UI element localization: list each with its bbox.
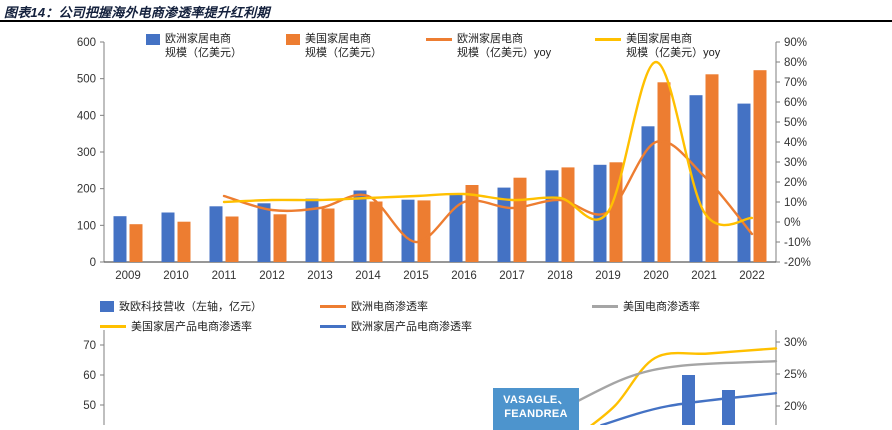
legend-label: 欧洲电商渗透率 <box>351 301 428 313</box>
svg-text:2011: 2011 <box>212 270 237 282</box>
legend-label: 美国家居电商 规模（亿美元）yoy <box>626 33 721 59</box>
chart1-legend-item-0: 欧洲家居电商 规模（亿美元） <box>146 32 242 60</box>
svg-text:2022: 2022 <box>739 270 765 282</box>
chart2-legend-row2: 美国家居产品电商渗透率 欧洲家居产品电商渗透率 <box>0 318 892 336</box>
svg-text:30%: 30% <box>784 157 807 169</box>
svg-text:60%: 60% <box>784 97 807 109</box>
figure-title-bar: 图表14：公司把握海外电商渗透率提升红利期 <box>0 0 892 22</box>
bars <box>113 70 767 262</box>
svg-text:2015: 2015 <box>403 270 429 282</box>
svg-text:0%: 0% <box>784 217 801 229</box>
chart1-legend-item-3: 美国家居电商 规模（亿美元）yoy <box>595 32 720 60</box>
svg-text:2021: 2021 <box>691 270 717 282</box>
svg-text:70%: 70% <box>784 77 807 89</box>
svg-text:600: 600 <box>77 37 96 49</box>
chart1-svg: 0 100 200 300 400 500 600 -20% -10% 0% 10% 20% 30% 40… <box>77 37 811 282</box>
line-marker-icon <box>595 38 622 41</box>
svg-text:60: 60 <box>83 370 96 382</box>
line-marker-icon <box>320 304 346 308</box>
bar-series-1 <box>129 70 767 262</box>
bar-marker-icon <box>100 300 114 312</box>
svg-text:2019: 2019 <box>595 270 621 282</box>
chart-overseas-ecommerce-scale: 欧洲家居电商 规模（亿美元） 美国家居电商 规模（亿美元） 欧洲家居电商 规模（亿美元）y… <box>0 22 892 294</box>
svg-text:2009: 2009 <box>115 270 141 282</box>
penetration-line-1 <box>573 360 778 404</box>
legend-label: 欧洲家居电商 规模（亿美元） <box>165 33 242 59</box>
chart1-legend: 欧洲家居电商 规模（亿美元） 美国家居电商 规模（亿美元） 欧洲家居电商 规模（亿美元）y… <box>146 32 720 60</box>
vasagle-feandrea-annotation: VASAGLE、 FEANDREA <box>493 388 579 430</box>
svg-text:25%: 25% <box>784 369 807 381</box>
chart2-legend-item-1-0: 美国家居产品电商渗透率 <box>100 318 252 334</box>
bar-marker-icon <box>286 34 300 45</box>
svg-text:-10%: -10% <box>784 237 811 249</box>
svg-text:50%: 50% <box>784 117 807 129</box>
svg-text:10%: 10% <box>784 197 807 209</box>
svg-text:300: 300 <box>77 147 96 159</box>
chart2-legend-item-0-1: 欧洲电商渗透率 <box>320 298 428 314</box>
chart1-legend-item-2: 欧洲家居电商 规模（亿美元）yoy <box>426 32 551 60</box>
svg-text:40%: 40% <box>784 137 807 149</box>
line-marker-icon <box>426 38 452 41</box>
bar-series-0 <box>113 95 751 262</box>
svg-text:2018: 2018 <box>547 270 573 282</box>
line-marker-icon <box>320 324 346 328</box>
chart-penetration-rate: 致欧科技营收（左轴，亿元） 欧洲电商渗透率 美国电商渗透率 美国家居产品电商渗透率 欧… <box>0 296 892 430</box>
annotation-line2: FEANDREA <box>504 408 568 420</box>
svg-text:2016: 2016 <box>451 270 477 282</box>
svg-text:0: 0 <box>90 257 96 269</box>
svg-text:90%: 90% <box>784 37 807 49</box>
bar-marker-icon <box>146 34 160 45</box>
svg-text:100: 100 <box>77 220 96 232</box>
legend-label: 美国电商渗透率 <box>623 301 700 313</box>
annotation-line1: VASAGLE、 <box>503 394 569 406</box>
chart2-legend-row1: 致欧科技营收（左轴，亿元） 欧洲电商渗透率 美国电商渗透率 <box>0 298 892 316</box>
chart2-legend-item-0-0: 致欧科技营收（左轴，亿元） <box>100 298 262 314</box>
svg-text:400: 400 <box>77 110 96 122</box>
svg-text:70: 70 <box>83 340 96 352</box>
svg-text:500: 500 <box>77 74 96 86</box>
chart1-legend-item-1: 美国家居电商 规模（亿美元） <box>286 32 382 60</box>
svg-text:2012: 2012 <box>259 270 285 282</box>
svg-text:80%: 80% <box>784 57 807 69</box>
svg-text:30%: 30% <box>784 337 807 349</box>
penetration-line-2 <box>600 392 778 425</box>
legend-label: 欧洲家居产品电商渗透率 <box>351 321 472 333</box>
line-series-0 <box>222 139 754 244</box>
svg-text:2014: 2014 <box>355 270 381 282</box>
figure-title: 图表14：公司把握海外电商渗透率提升红利期 <box>4 5 270 20</box>
svg-text:2017: 2017 <box>499 270 525 282</box>
svg-text:2020: 2020 <box>643 270 669 282</box>
legend-label: 致欧科技营收（左轴，亿元） <box>119 301 262 313</box>
line-marker-icon <box>592 304 618 308</box>
svg-text:-20%: -20% <box>784 257 811 269</box>
svg-text:2010: 2010 <box>163 270 189 282</box>
chart2-legend-item-1-1: 欧洲家居产品电商渗透率 <box>320 318 472 334</box>
svg-text:2013: 2013 <box>307 270 333 282</box>
legend-label: 美国家居电商 规模（亿美元） <box>305 33 382 59</box>
chart2-legend-item-0-2: 美国电商渗透率 <box>592 298 700 314</box>
svg-text:50: 50 <box>83 400 96 412</box>
penetration-line-0 <box>590 347 778 425</box>
legend-label: 美国家居产品电商渗透率 <box>131 321 252 333</box>
svg-text:200: 200 <box>77 184 96 196</box>
legend-label: 欧洲家居电商 规模（亿美元）yoy <box>457 33 552 59</box>
svg-text:20%: 20% <box>784 177 807 189</box>
svg-text:20%: 20% <box>784 401 807 413</box>
chart2-svg: 70 60 50 30% 25% 20% <box>83 330 807 425</box>
line-series-1 <box>222 60 754 227</box>
line-marker-icon <box>100 324 126 328</box>
